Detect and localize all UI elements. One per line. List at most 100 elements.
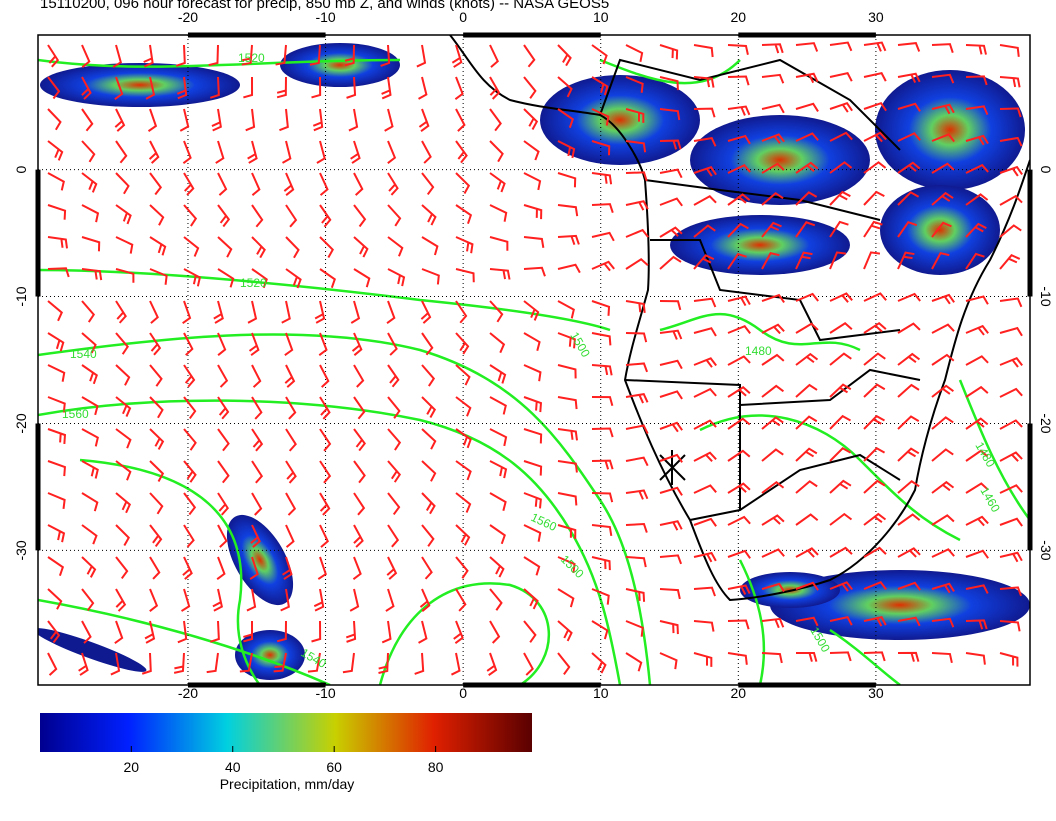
wind-barb: [216, 556, 226, 580]
wind-barb: [353, 492, 366, 516]
wind-barb: [795, 651, 818, 662]
lat-tick-label: -30: [1038, 540, 1054, 560]
wind-barb: [455, 300, 468, 324]
wind-barb: [965, 417, 989, 430]
wind-barb: [931, 162, 955, 174]
wind-barb: [319, 364, 330, 388]
wind-barb: [863, 72, 887, 82]
wind-barb: [727, 193, 751, 206]
wind-barb: [455, 332, 470, 355]
lon-tick-label: -20: [178, 685, 198, 701]
wind-barb: [591, 300, 611, 316]
contour-label: 1500: [567, 330, 593, 360]
wind-barb: [965, 652, 986, 665]
wind-barb: [353, 460, 366, 484]
wind-barb: [486, 652, 498, 676]
wind-barb: [455, 204, 473, 224]
wind-barb: [387, 524, 400, 548]
wind-barb: [47, 108, 62, 131]
wind-barb: [591, 396, 614, 407]
colorbar-tick-label: 80: [428, 759, 444, 775]
wind-barb: [217, 460, 230, 484]
contour-label: 1460: [977, 485, 1003, 515]
wind-barb: [387, 140, 397, 164]
coastlines: [449, 35, 1030, 602]
wind-barb: [829, 512, 853, 526]
wind-barb: [931, 103, 955, 115]
wind-barb: [450, 652, 461, 676]
wind-barb: [217, 236, 233, 258]
wind-barb: [659, 76, 679, 91]
wind-barb: [557, 300, 575, 319]
wind-barb: [47, 620, 61, 644]
wind-barb: [215, 140, 225, 164]
wind-barb: [353, 172, 364, 196]
wind-barb: [999, 652, 1019, 667]
wind-barb: [625, 393, 649, 404]
wind-barb: [591, 427, 614, 438]
wind-barb: [965, 549, 989, 559]
wind-barb: [931, 652, 953, 664]
wind-barb: [557, 460, 578, 473]
wind-barb: [243, 620, 254, 643]
wind-barb: [761, 103, 785, 114]
wind-barb: [693, 387, 717, 398]
wind-barb: [591, 556, 611, 571]
wind-barb: [897, 616, 921, 627]
wind-barb: [182, 556, 193, 580]
wind-barb: [147, 108, 158, 132]
wind-barb: [761, 582, 785, 593]
wind-barb: [115, 588, 127, 612]
wind-barb: [795, 447, 818, 462]
wind-barb: [115, 460, 132, 481]
wind-barb: [625, 362, 649, 373]
wind-barb: [625, 258, 649, 270]
wind-barb: [421, 140, 432, 164]
wind-barb: [727, 386, 751, 398]
wind-barb: [489, 428, 508, 447]
wind-barb: [557, 76, 573, 98]
wind-barb: [965, 482, 989, 494]
wind-barb: [863, 581, 887, 591]
wind-barb: [149, 332, 162, 356]
wind-barb: [659, 139, 682, 150]
wind-barb: [727, 105, 751, 116]
wind-barb: [999, 517, 1023, 527]
wind-barb: [829, 546, 853, 558]
wind-barb: [455, 492, 472, 513]
lon-tick-label: 20: [731, 685, 747, 701]
wind-barb: [175, 44, 186, 67]
wind-barb: [557, 556, 576, 574]
precip-area: [875, 70, 1025, 190]
wind-barb: [114, 620, 124, 644]
wind-barbs: [47, 41, 1023, 676]
wind-barb: [999, 165, 1023, 177]
wind-barb: [693, 419, 717, 430]
wind-barb: [999, 620, 1021, 632]
wind-barb: [217, 172, 228, 196]
wind-barb: [523, 460, 543, 476]
wind-barb: [999, 107, 1022, 118]
wind-barb: [489, 620, 501, 644]
wind-barb: [625, 108, 645, 123]
wind-barb: [999, 551, 1023, 563]
contour-label: 1480: [745, 344, 772, 358]
wind-barb: [387, 364, 400, 388]
wind-barb: [217, 396, 230, 420]
wind-barb: [863, 292, 887, 302]
wind-barb: [829, 651, 852, 662]
wind-barb: [965, 355, 989, 366]
wind-barb: [115, 300, 127, 324]
wind-barb: [557, 204, 579, 217]
wind-barb: [761, 43, 784, 54]
wind-barb: [386, 556, 398, 580]
wind-barb: [625, 424, 649, 435]
wind-barb: [523, 300, 540, 321]
wind-barb: [81, 76, 92, 100]
wind-barb: [81, 44, 91, 68]
wind-barb: [217, 332, 227, 356]
wind-barb: [319, 428, 332, 452]
wind-barb: [489, 524, 506, 545]
wind-barb: [659, 453, 683, 463]
